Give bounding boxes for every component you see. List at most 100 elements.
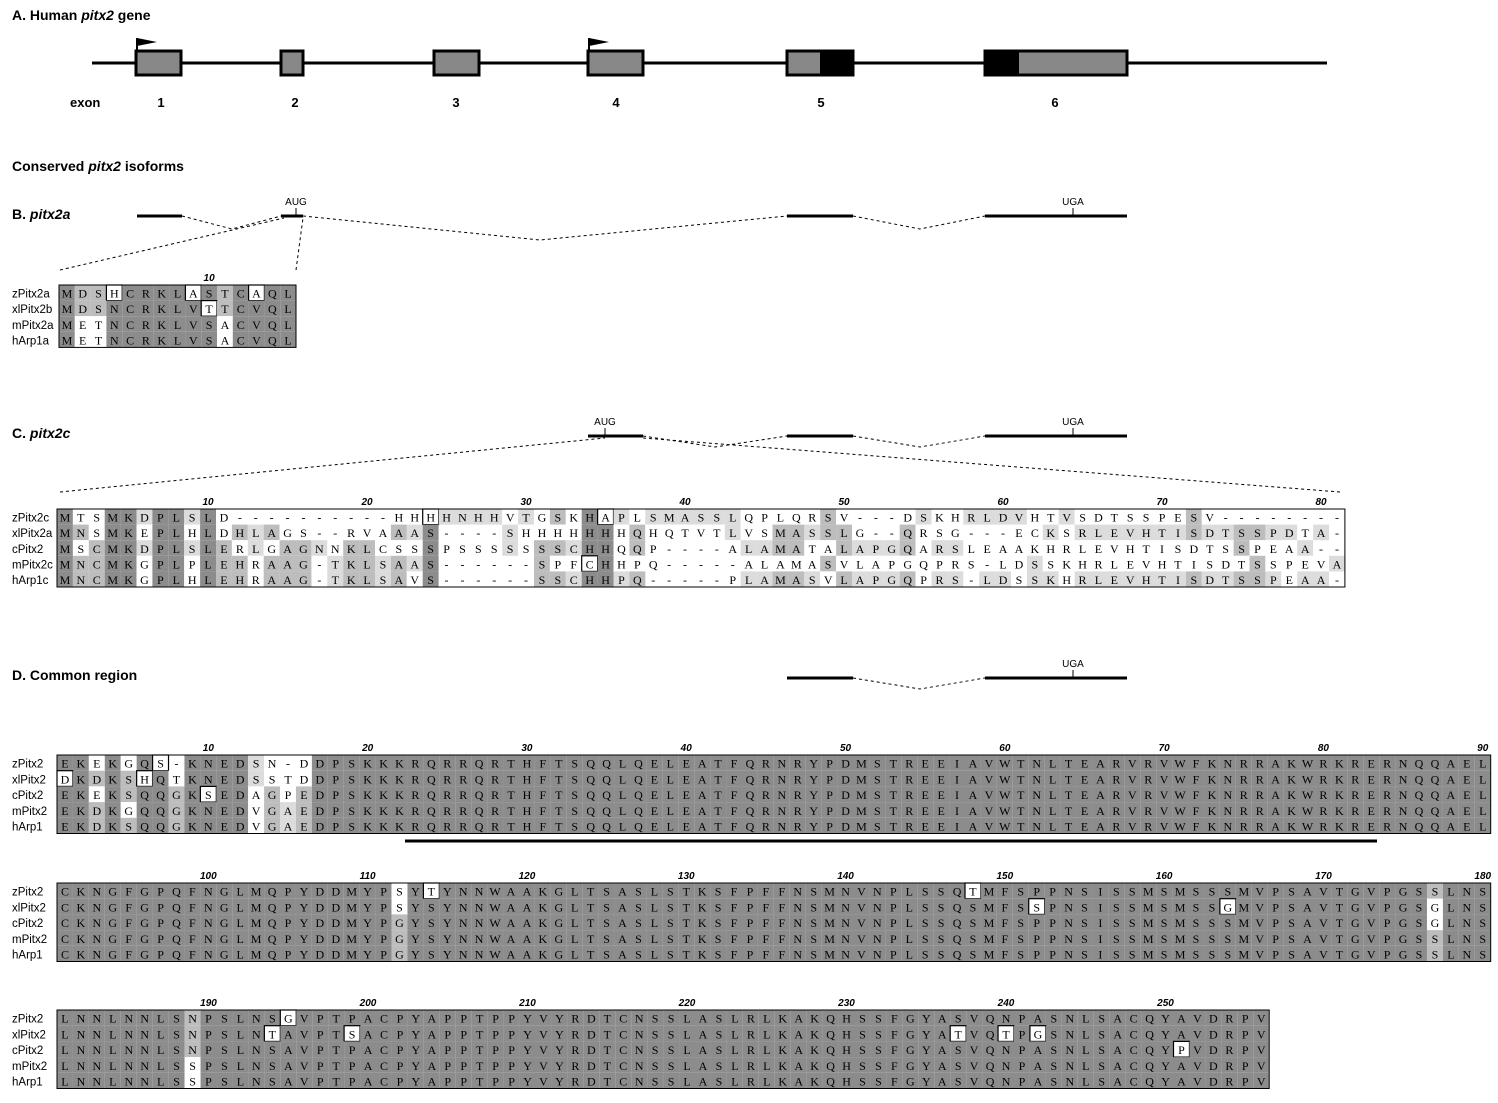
residue: L xyxy=(237,1043,244,1057)
residue: P xyxy=(826,788,833,802)
residue: V xyxy=(539,1059,548,1073)
residue: S xyxy=(173,1059,180,1073)
residue: A xyxy=(999,542,1008,556)
residue-cell xyxy=(470,540,487,556)
residue: Q xyxy=(1431,788,1440,802)
residue-cell xyxy=(280,300,296,317)
residue: S xyxy=(125,788,132,802)
residue: L xyxy=(840,526,847,540)
residue: Q xyxy=(903,542,912,556)
residue: S xyxy=(716,1043,723,1057)
residue: - xyxy=(1224,511,1228,525)
residue: E xyxy=(1081,788,1088,802)
residue: V xyxy=(1257,1027,1266,1041)
residue: T xyxy=(604,1075,612,1089)
residue: S xyxy=(922,932,929,946)
residue: - xyxy=(317,511,321,525)
residue: R xyxy=(443,788,451,802)
residue: A xyxy=(1096,820,1105,834)
residue: L xyxy=(363,542,370,556)
residue: S xyxy=(428,916,435,930)
residue-cell xyxy=(1297,524,1314,541)
residue: C xyxy=(93,557,101,571)
residue: P xyxy=(1384,916,1391,930)
residue-cell xyxy=(247,555,264,572)
residue: T xyxy=(221,287,229,301)
residue: S xyxy=(1098,1012,1105,1026)
residue: T xyxy=(1206,542,1214,556)
residue: N xyxy=(1399,772,1408,786)
residue: T xyxy=(507,788,515,802)
residue: N xyxy=(475,916,484,930)
residue: - xyxy=(969,526,973,540)
residue: F xyxy=(1193,820,1200,834)
residue: T xyxy=(1158,526,1166,540)
residue: V xyxy=(1128,772,1137,786)
residue: - xyxy=(349,511,353,525)
residue: F xyxy=(189,932,196,946)
residue: A xyxy=(284,820,293,834)
residue: Q xyxy=(156,804,165,818)
residue: E xyxy=(922,788,929,802)
residue: W xyxy=(489,900,501,914)
residue: Y xyxy=(809,757,818,771)
residue: N xyxy=(1399,788,1408,802)
residue: E xyxy=(141,526,148,540)
residue-cell xyxy=(581,571,598,587)
residue: M xyxy=(60,573,71,587)
residue: Q xyxy=(826,1059,835,1073)
residue: A xyxy=(1177,1059,1186,1073)
residue-cell xyxy=(867,540,884,556)
residue-cell xyxy=(1185,509,1202,525)
residue: P xyxy=(349,1059,356,1073)
residue: C xyxy=(237,318,245,332)
residue: K xyxy=(124,526,133,540)
residue: S xyxy=(1098,1059,1105,1073)
residue: L xyxy=(619,788,626,802)
residue: Q xyxy=(268,932,277,946)
residue: - xyxy=(476,557,480,571)
residue: N xyxy=(124,1043,133,1057)
residue: E xyxy=(1270,542,1277,556)
residue-cell xyxy=(836,540,852,556)
residue: A xyxy=(284,1043,293,1057)
residue: P xyxy=(380,900,387,914)
residue: - xyxy=(651,573,655,587)
residue-cell xyxy=(1122,555,1139,572)
residue: M xyxy=(1175,900,1186,914)
pitx2c-transcript xyxy=(59,428,1341,493)
residue: T xyxy=(1336,948,1344,962)
residue: P xyxy=(1033,932,1040,946)
residue-cell xyxy=(57,555,73,572)
residue: T xyxy=(969,885,977,899)
residue: L xyxy=(109,1012,116,1026)
residue: M xyxy=(62,318,73,332)
residue: N xyxy=(635,1027,644,1041)
residue: N xyxy=(873,948,882,962)
residue-cell xyxy=(931,540,948,556)
residue: A xyxy=(284,1027,293,1041)
residue-cell xyxy=(565,540,582,556)
residue: P xyxy=(285,948,292,962)
residue: R xyxy=(1256,804,1264,818)
residue: - xyxy=(715,573,719,587)
residue-cell xyxy=(677,524,693,541)
residue: S xyxy=(427,573,434,587)
residue: E xyxy=(1174,511,1181,525)
residue: M xyxy=(1238,900,1249,914)
residue: - xyxy=(890,526,894,540)
residue-cell xyxy=(88,540,105,556)
residue: G xyxy=(554,900,563,914)
residue: Q xyxy=(986,1059,995,1073)
residue: Q xyxy=(1145,1027,1154,1041)
residue: E xyxy=(1095,542,1102,556)
residue: E xyxy=(1127,557,1134,571)
residue: C xyxy=(619,1043,627,1057)
residue: A xyxy=(1447,757,1456,771)
residue: S xyxy=(157,757,164,771)
residue: V xyxy=(1160,788,1169,802)
residue: S xyxy=(300,526,307,540)
residue: L xyxy=(763,1075,770,1089)
residue: R xyxy=(1225,1059,1233,1073)
residue: Q xyxy=(1145,1059,1154,1073)
